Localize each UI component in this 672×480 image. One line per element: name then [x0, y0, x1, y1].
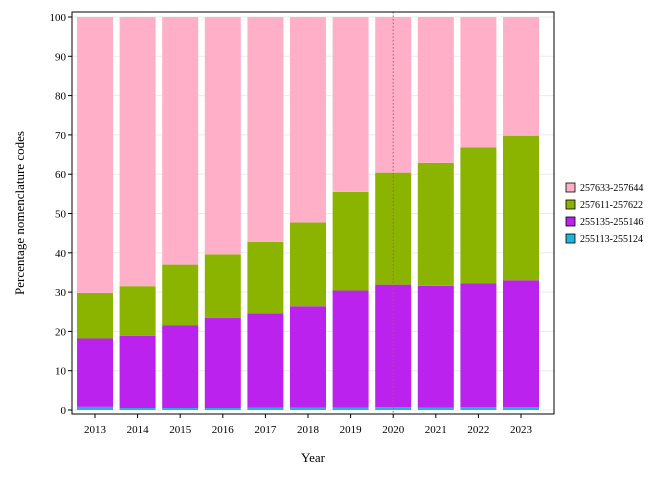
bar-segment-255113-255124	[460, 407, 497, 410]
bar-stack-2023	[503, 17, 539, 410]
x-tick-label: 2016	[212, 424, 235, 436]
bar-segment-257611-257622	[460, 147, 497, 284]
x-tick-label: 2023	[510, 424, 533, 436]
x-tick-label: 2019	[340, 424, 363, 436]
bar-segment-255113-255124	[162, 408, 199, 410]
bar-segment-257611-257622	[247, 241, 284, 314]
bar-stack-2019	[332, 17, 369, 410]
bar-segment-257611-257622	[162, 264, 199, 326]
bar-segment-255135-255146	[332, 290, 369, 408]
bar-segment-257633-257644	[375, 17, 412, 173]
bar-segment-255135-255146	[77, 338, 113, 407]
x-axis: 2013 2014 2015 2016 2017 2018 2019 2020 2021 2022…	[84, 414, 533, 436]
legend-swatch	[565, 233, 576, 244]
bar-stack-2017	[247, 17, 284, 410]
y-tick-label: 90	[55, 51, 67, 63]
bar-segment-257611-257622	[119, 286, 156, 336]
bar-segment-255135-255146	[162, 325, 199, 409]
x-tick-label: 2021	[425, 424, 447, 436]
bar-segment-255113-255124	[417, 407, 454, 410]
bar-segment-255113-255124	[204, 408, 241, 410]
legend-swatch	[565, 216, 576, 227]
legend-label: 257611-257622	[580, 200, 643, 211]
y-tick-label: 70	[55, 130, 67, 142]
bar-segment-255135-255146	[119, 335, 156, 409]
x-tick-label: 2022	[467, 424, 489, 436]
bar-segment-255113-255124	[77, 406, 113, 410]
bar-segment-257633-257644	[503, 17, 539, 136]
bar-segment-255135-255146	[503, 280, 539, 408]
legend-label: 257633-257644	[580, 183, 643, 194]
y-tick-label: 50	[55, 209, 67, 221]
y-tick-label: 40	[55, 248, 67, 260]
bar-segment-257633-257644	[162, 17, 199, 265]
bar-segment-257633-257644	[119, 17, 156, 287]
bar-segment-257611-257622	[290, 222, 326, 307]
bar-segment-255113-255124	[119, 408, 156, 410]
bar-segment-257633-257644	[332, 17, 369, 192]
bar-stack-2015	[162, 17, 199, 410]
bar-segment-257633-257644	[290, 17, 326, 223]
legend-item: 257611-257622	[565, 199, 643, 211]
bar-stack-2020	[375, 17, 412, 410]
legend-item: 255135-255146	[565, 216, 643, 228]
bar-segment-257611-257622	[503, 135, 539, 281]
y-tick-label: 80	[55, 91, 67, 103]
bar-segment-257633-257644	[247, 17, 284, 242]
legend-label: 255135-255146	[580, 217, 643, 228]
y-tick-label: 30	[55, 287, 67, 299]
bar-segment-255113-255124	[290, 407, 326, 410]
bar-segment-255135-255146	[204, 318, 241, 409]
bar-stack-2016	[204, 17, 241, 410]
x-tick-label: 2015	[169, 424, 192, 436]
x-tick-label: 2014	[127, 424, 150, 436]
legend-swatch	[565, 182, 576, 193]
y-tick-label: 10	[55, 366, 67, 378]
bar-segment-257611-257622	[204, 254, 241, 319]
bar-segment-255135-255146	[290, 306, 326, 408]
bar-stacks	[77, 17, 539, 410]
legend: 257633-257644 257611-257622 255135-255146 2…	[565, 182, 643, 245]
y-tick-label: 20	[55, 326, 67, 338]
legend-item: 255113-255124	[565, 233, 643, 245]
y-tick-label: 100	[50, 12, 67, 24]
x-tick-label: 2020	[382, 424, 405, 436]
x-tick-label: 2018	[297, 424, 320, 436]
bar-segment-257633-257644	[77, 17, 113, 293]
bar-segment-255135-255146	[417, 285, 454, 408]
legend-swatch	[565, 199, 576, 210]
bar-stack-2021	[417, 17, 454, 410]
bar-segment-257611-257622	[417, 162, 454, 286]
bar-segment-255113-255124	[332, 407, 369, 410]
x-tick-label: 2013	[84, 424, 107, 436]
bar-segment-257633-257644	[460, 17, 497, 148]
bar-segment-257611-257622	[77, 292, 113, 339]
bar-segment-255135-255146	[460, 283, 497, 408]
bar-stack-2013	[77, 17, 113, 410]
bar-stack-2014	[119, 17, 156, 410]
bar-stack-2022	[460, 17, 497, 410]
bar-segment-257633-257644	[204, 17, 241, 255]
legend-item: 257633-257644	[565, 182, 643, 194]
y-tick-label: 0	[61, 405, 67, 417]
bar-segment-257611-257622	[332, 191, 369, 291]
y-tick-label: 60	[55, 169, 67, 181]
bar-stack-2018	[290, 17, 326, 410]
bar-segment-255113-255124	[247, 407, 284, 410]
x-axis-title: Year	[301, 450, 326, 465]
x-tick-label: 2017	[254, 424, 277, 436]
bar-segment-255135-255146	[247, 313, 284, 408]
bar-segment-255113-255124	[503, 407, 539, 410]
y-axis-title: Percentage nomenclature codes	[12, 131, 27, 295]
legend-label: 255113-255124	[580, 234, 643, 245]
bar-segment-257633-257644	[417, 17, 454, 163]
y-axis: 0 10 20 30 40 50 60 70 80 90 100	[50, 12, 72, 417]
